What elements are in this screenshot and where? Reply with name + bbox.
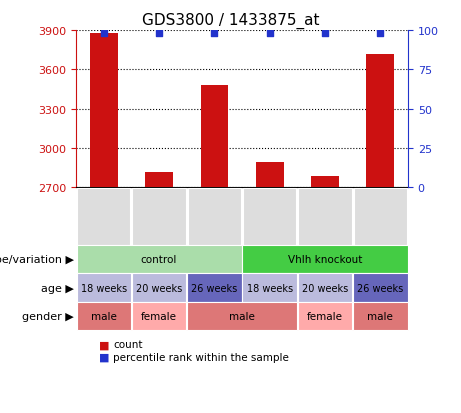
Text: female: female <box>307 311 343 321</box>
Text: ■: ■ <box>99 352 110 362</box>
Text: Vhlh knockout: Vhlh knockout <box>288 255 362 265</box>
Text: GDS3800 / 1433875_at: GDS3800 / 1433875_at <box>142 12 319 28</box>
Text: male: male <box>229 311 255 321</box>
Bar <box>256 163 284 188</box>
Bar <box>90 33 118 188</box>
Point <box>377 31 384 38</box>
Point <box>100 31 107 38</box>
Text: 20 weeks: 20 weeks <box>302 283 348 293</box>
Text: 18 weeks: 18 weeks <box>247 283 293 293</box>
Text: control: control <box>141 255 177 265</box>
Text: 26 weeks: 26 weeks <box>191 283 237 293</box>
Text: 20 weeks: 20 weeks <box>136 283 182 293</box>
Text: genotype/variation ▶: genotype/variation ▶ <box>0 255 74 265</box>
Text: ■: ■ <box>99 339 110 349</box>
Text: gender ▶: gender ▶ <box>22 311 74 321</box>
Point <box>155 31 163 38</box>
Text: 18 weeks: 18 weeks <box>81 283 127 293</box>
Point <box>321 31 329 38</box>
Bar <box>366 55 394 188</box>
Text: male: male <box>367 311 393 321</box>
Text: percentile rank within the sample: percentile rank within the sample <box>113 352 289 362</box>
Text: count: count <box>113 339 142 349</box>
Bar <box>311 176 339 188</box>
Point <box>211 31 218 38</box>
Bar <box>145 172 173 188</box>
Point <box>266 31 273 38</box>
Bar <box>201 86 228 188</box>
Text: male: male <box>91 311 117 321</box>
Text: age ▶: age ▶ <box>41 283 74 293</box>
Text: 26 weeks: 26 weeks <box>357 283 403 293</box>
Text: female: female <box>141 311 177 321</box>
